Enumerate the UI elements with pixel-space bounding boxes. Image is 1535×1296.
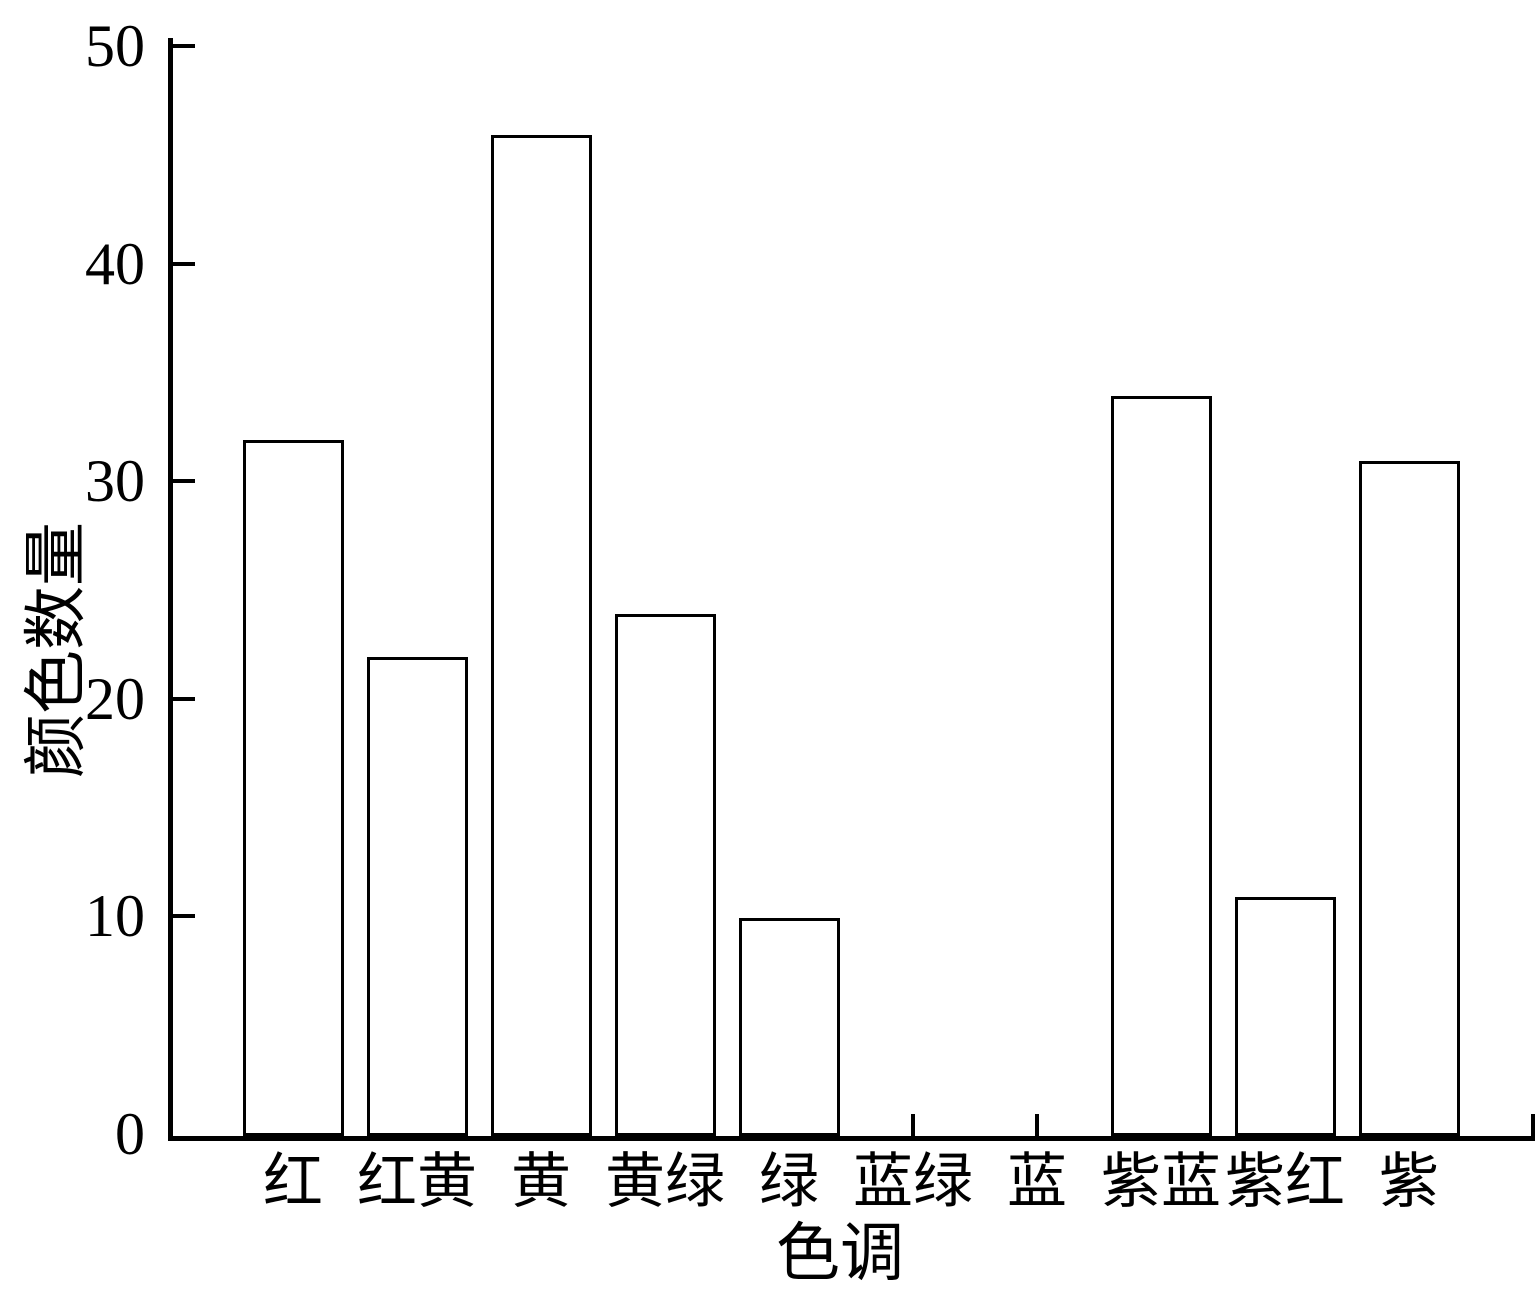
bar-5 [738,918,840,1136]
x-tick-label-8: 紫蓝 [1101,1149,1221,1215]
y-tick-30 [173,479,195,484]
x-tick-label-5: 绿 [759,1149,819,1215]
x-tick-label-10: 紫 [1379,1149,1439,1215]
x-tick-label-3: 黄 [511,1149,571,1215]
x-tick-7 [1035,1114,1039,1136]
bar-1 [242,440,344,1136]
y-tick-label-0: 0 [115,1101,145,1167]
x-tick-label-2: 红黄 [357,1149,477,1215]
x-tick-6 [911,1114,915,1136]
bar-4 [614,614,716,1136]
bar-10 [1358,461,1460,1136]
x-axis-title: 色调 [776,1218,904,1289]
y-tick-20 [173,696,195,701]
x-tick-axis-end [1531,1114,1535,1136]
bar-8 [1110,396,1212,1136]
y-tick-label-10: 10 [85,883,145,950]
x-tick-label-1: 红 [263,1149,323,1215]
x-tick-label-4: 黄绿 [605,1149,725,1215]
x-tick-label-9: 紫红 [1225,1149,1345,1215]
x-axis-line [168,1136,1535,1141]
y-tick-10 [173,914,195,919]
bar-3 [490,135,592,1136]
y-axis-line [168,38,173,1141]
x-tick-label-6: 蓝绿 [853,1149,973,1215]
bar-9 [1234,897,1336,1136]
y-tick-50 [173,44,195,48]
y-tick-label-30: 30 [85,448,145,515]
y-tick-label-50: 50 [85,13,145,79]
bar-2 [366,657,468,1136]
y-tick-label-20: 20 [85,665,145,732]
y-tick-label-40: 40 [85,230,145,297]
y-tick-40 [173,261,195,266]
y-axis-title: 颜色数量 [21,522,92,778]
x-tick-label-7: 蓝 [1007,1149,1067,1215]
